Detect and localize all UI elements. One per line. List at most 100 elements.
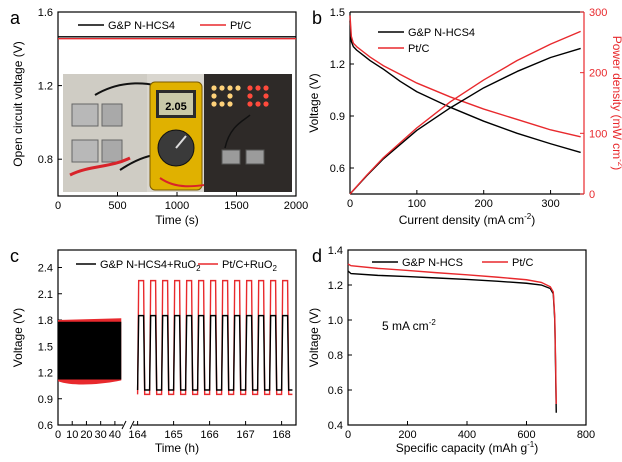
x-tick-label: 0 — [55, 200, 61, 212]
y2-tick-label: 300 — [589, 7, 607, 19]
y-tick-label: 1.8 — [38, 315, 53, 327]
panel-letter-c: c — [10, 246, 19, 266]
series-line — [349, 30, 581, 195]
led-dot — [219, 85, 225, 91]
cell-block — [221, 149, 241, 165]
axis-break-mark — [129, 420, 135, 430]
led-dot — [219, 101, 225, 107]
x-axis-label: Time (h) — [155, 441, 199, 455]
legend-label: Pt/C — [230, 20, 251, 32]
early-cycling-band-black — [58, 321, 122, 380]
legend-label: G&P N-HCS — [402, 257, 463, 269]
photo-inset: 2.05 — [63, 74, 292, 192]
x-tick-label: 500 — [108, 200, 126, 212]
y-tick-label: 1.2 — [38, 368, 53, 380]
panel-b: 0 100 200 300 0.6 0.9 1.2 1.5 0 100 200 300 Current … — [307, 7, 622, 227]
y-tick-label: 0.6 — [38, 420, 53, 432]
cell-block — [101, 139, 123, 163]
legend-label: G&P N-HCS4 — [408, 27, 475, 39]
led-dot — [247, 93, 253, 99]
y-axis-label: Voltage (V) — [307, 73, 321, 132]
y2-tick-label: 200 — [589, 68, 607, 80]
photo-left — [63, 74, 147, 192]
x-tick-label: 167 — [236, 429, 254, 441]
series-line — [349, 15, 581, 138]
y2-tick-label: 100 — [589, 128, 607, 140]
y-tick-label: 1.2 — [330, 59, 345, 71]
x-tick-label: 300 — [541, 198, 559, 210]
axis-break-gap — [123, 421, 133, 429]
x-axis-label: Specific capacity (mAh g-1) — [396, 440, 539, 455]
panel-a: 0 500 1000 1500 2000 0.8 1.2 1.6 Time (s) Open ci… — [10, 7, 308, 227]
y-tick-label: 1.2 — [328, 280, 343, 292]
multimeter-reading: 2.05 — [165, 101, 186, 113]
led-dot — [247, 101, 253, 107]
x-tick-label: 1000 — [165, 200, 189, 212]
x-tick-label: 166 — [200, 429, 218, 441]
y-tick-label: 0.6 — [330, 163, 345, 175]
x-tick-label: 168 — [272, 429, 290, 441]
x-tick-label: 600 — [517, 429, 535, 441]
led-dot — [227, 101, 233, 107]
y-tick-label: 0.9 — [38, 394, 53, 406]
panel-letter-d: d — [312, 246, 322, 266]
panel-letter-b: b — [312, 8, 322, 28]
led-dot — [263, 85, 269, 91]
x-tick-label: 164 — [128, 429, 146, 441]
multimeter-lcd — [159, 93, 193, 115]
series-line — [136, 314, 293, 391]
y2-tick-label: 0 — [589, 189, 595, 201]
x-tick-label: 200 — [398, 429, 416, 441]
panel-letter-a: a — [10, 8, 21, 28]
x-tick-label: 0 — [347, 198, 353, 210]
y-axis-label: Voltage (V) — [11, 308, 25, 367]
y-tick-label: 1.2 — [38, 81, 53, 93]
x-tick-label: 165 — [164, 429, 182, 441]
y-tick-label: 0.8 — [328, 350, 343, 362]
led-dot — [255, 101, 261, 107]
led-dot — [255, 85, 261, 91]
legend-label: G&P N-HCS4+RuO2 — [100, 259, 201, 273]
panel-d: 0 200 400 600 800 0.4 0.6 0.8 1.0 1.2 1.4 Specific … — [307, 245, 595, 455]
x-tick-label: 800 — [577, 429, 595, 441]
x-tick-label: 10 — [66, 429, 78, 441]
y-tick-label: 1.6 — [38, 7, 53, 19]
y-tick-label: 0.6 — [328, 385, 343, 397]
x-tick-label: 40 — [109, 429, 121, 441]
x-tick-label: 100 — [408, 198, 426, 210]
axis-break-mark — [121, 420, 127, 430]
cell-block — [71, 103, 99, 127]
y-tick-label: 2.1 — [38, 289, 53, 301]
y-tick-label: 0.8 — [38, 154, 53, 166]
cell-block — [101, 103, 123, 127]
led-dot — [235, 85, 241, 91]
y-axis-label: Voltage (V) — [307, 308, 321, 367]
y-tick-label: 1.5 — [38, 341, 53, 353]
series-line — [347, 270, 557, 413]
led-dot — [263, 101, 269, 107]
y-tick-label: 1.0 — [328, 315, 343, 327]
current-density-annotation: 5 mA cm-2 — [382, 318, 436, 333]
x-tick-label: 0 — [55, 429, 61, 441]
legend-label: Pt/C — [408, 43, 429, 55]
x-axis-label: Current density (mA cm-2) — [399, 212, 536, 227]
x-tick-label: 400 — [458, 429, 476, 441]
led-panel-background — [204, 74, 292, 192]
cell-block — [245, 149, 265, 165]
series-line — [349, 20, 581, 154]
led-dot — [211, 85, 217, 91]
x-tick-label: 30 — [95, 429, 107, 441]
black-wire — [224, 114, 251, 149]
cell-block — [71, 139, 99, 163]
y-tick-label: 2.4 — [38, 263, 53, 275]
led-dot — [227, 85, 233, 91]
x-tick-label: 200 — [475, 198, 493, 210]
x-tick-label: 20 — [80, 429, 92, 441]
x-tick-label: 0 — [345, 429, 351, 441]
led-dot — [211, 101, 217, 107]
led-dot — [263, 93, 269, 99]
led-dot — [211, 93, 217, 99]
y-tick-label: 1.4 — [328, 245, 343, 257]
y-tick-label: 1.5 — [330, 7, 345, 19]
legend-label: Pt/C — [512, 257, 533, 269]
